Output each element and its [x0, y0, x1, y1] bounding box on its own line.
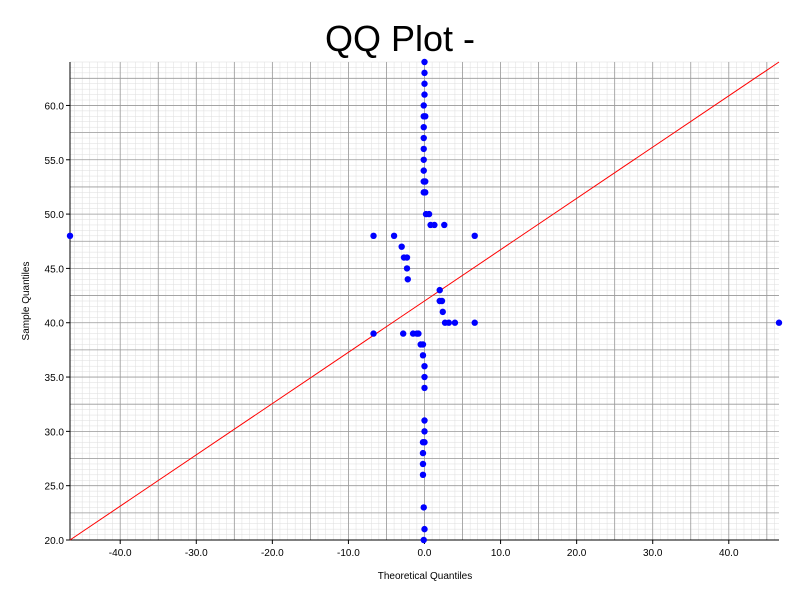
- data-point: [370, 232, 377, 240]
- data-point: [66, 232, 74, 240]
- data-point: [420, 134, 427, 142]
- data-point: [422, 113, 429, 120]
- data-point: [438, 297, 446, 305]
- chart-title: QQ Plot -: [324, 18, 476, 59]
- data-point: [421, 373, 428, 381]
- data-point: [420, 536, 427, 544]
- data-point: [420, 102, 427, 109]
- data-point: [422, 189, 429, 196]
- data-point: [419, 471, 427, 479]
- y-tick-label: 45.0: [45, 264, 65, 275]
- x-tick-label: -10.0: [337, 548, 360, 559]
- data-point: [404, 276, 411, 283]
- x-tick-label: -30.0: [185, 548, 208, 559]
- data-point: [390, 232, 398, 240]
- data-point: [421, 417, 428, 424]
- data-point: [420, 167, 427, 174]
- reference-line-group: [69, 61, 780, 541]
- data-point: [431, 221, 438, 229]
- data-point: [421, 439, 428, 446]
- x-tick-label: -20.0: [261, 548, 284, 559]
- y-tick-label: 60.0: [45, 101, 65, 112]
- x-tick-label: 40.0: [719, 548, 739, 559]
- data-point: [421, 69, 428, 77]
- x-tick-label: 20.0: [567, 548, 587, 559]
- data-point: [421, 80, 428, 87]
- data-point: [436, 286, 443, 294]
- data-point: [419, 449, 427, 457]
- data-point: [421, 428, 428, 435]
- data-point: [775, 319, 783, 326]
- data-point: [421, 384, 428, 392]
- x-tick-label: -40.0: [109, 548, 132, 559]
- data-point: [425, 210, 433, 218]
- data-point: [420, 504, 427, 511]
- data-point: [421, 525, 428, 533]
- data-point: [420, 123, 427, 131]
- data-point: [471, 232, 478, 240]
- data-point: [445, 319, 453, 326]
- y-tick-label: 55.0: [45, 156, 65, 167]
- x-tick-label: 0.0: [418, 548, 432, 559]
- data-point: [398, 243, 405, 250]
- x-tick-label: 30.0: [643, 548, 663, 559]
- data-point: [420, 156, 427, 163]
- data-point: [421, 362, 428, 370]
- y-axis-label: Sample Quantiles: [21, 262, 32, 341]
- y-tick-label: 30.0: [45, 427, 65, 438]
- y-tick-label: 50.0: [45, 210, 65, 221]
- reference-line: [69, 61, 780, 541]
- data-point: [451, 319, 459, 326]
- x-axis-ticks: -40.0 -30.0 -20.0 -10.0 0.0 10.0 20.0 30.0 40.0: [109, 540, 739, 559]
- data-point: [419, 460, 427, 468]
- y-tick-label: 25.0: [45, 482, 65, 493]
- data-point: [421, 58, 428, 66]
- data-point: [422, 178, 429, 185]
- data-point: [419, 341, 427, 348]
- data-point: [403, 254, 411, 261]
- y-tick-label: 20.0: [45, 536, 65, 547]
- x-axis-label: Theoretical Quantiles: [378, 571, 473, 582]
- y-tick-label: 35.0: [45, 373, 65, 384]
- data-point: [441, 221, 448, 229]
- data-point: [419, 352, 427, 359]
- data-point: [439, 308, 446, 316]
- y-tick-label: 40.0: [45, 319, 65, 330]
- data-point: [421, 91, 428, 98]
- data-point: [471, 319, 478, 326]
- data-point: [403, 265, 411, 272]
- y-axis-ticks: 20.0 25.0 30.0 35.0 40.0 45.0 50.0 55.0 60.0: [45, 101, 70, 547]
- data-points: [66, 58, 783, 544]
- data-point: [370, 330, 377, 337]
- data-point: [420, 145, 427, 153]
- data-point: [415, 330, 422, 337]
- data-point: [399, 330, 407, 337]
- major-grid: [70, 62, 779, 541]
- x-tick-label: 10.0: [491, 548, 511, 559]
